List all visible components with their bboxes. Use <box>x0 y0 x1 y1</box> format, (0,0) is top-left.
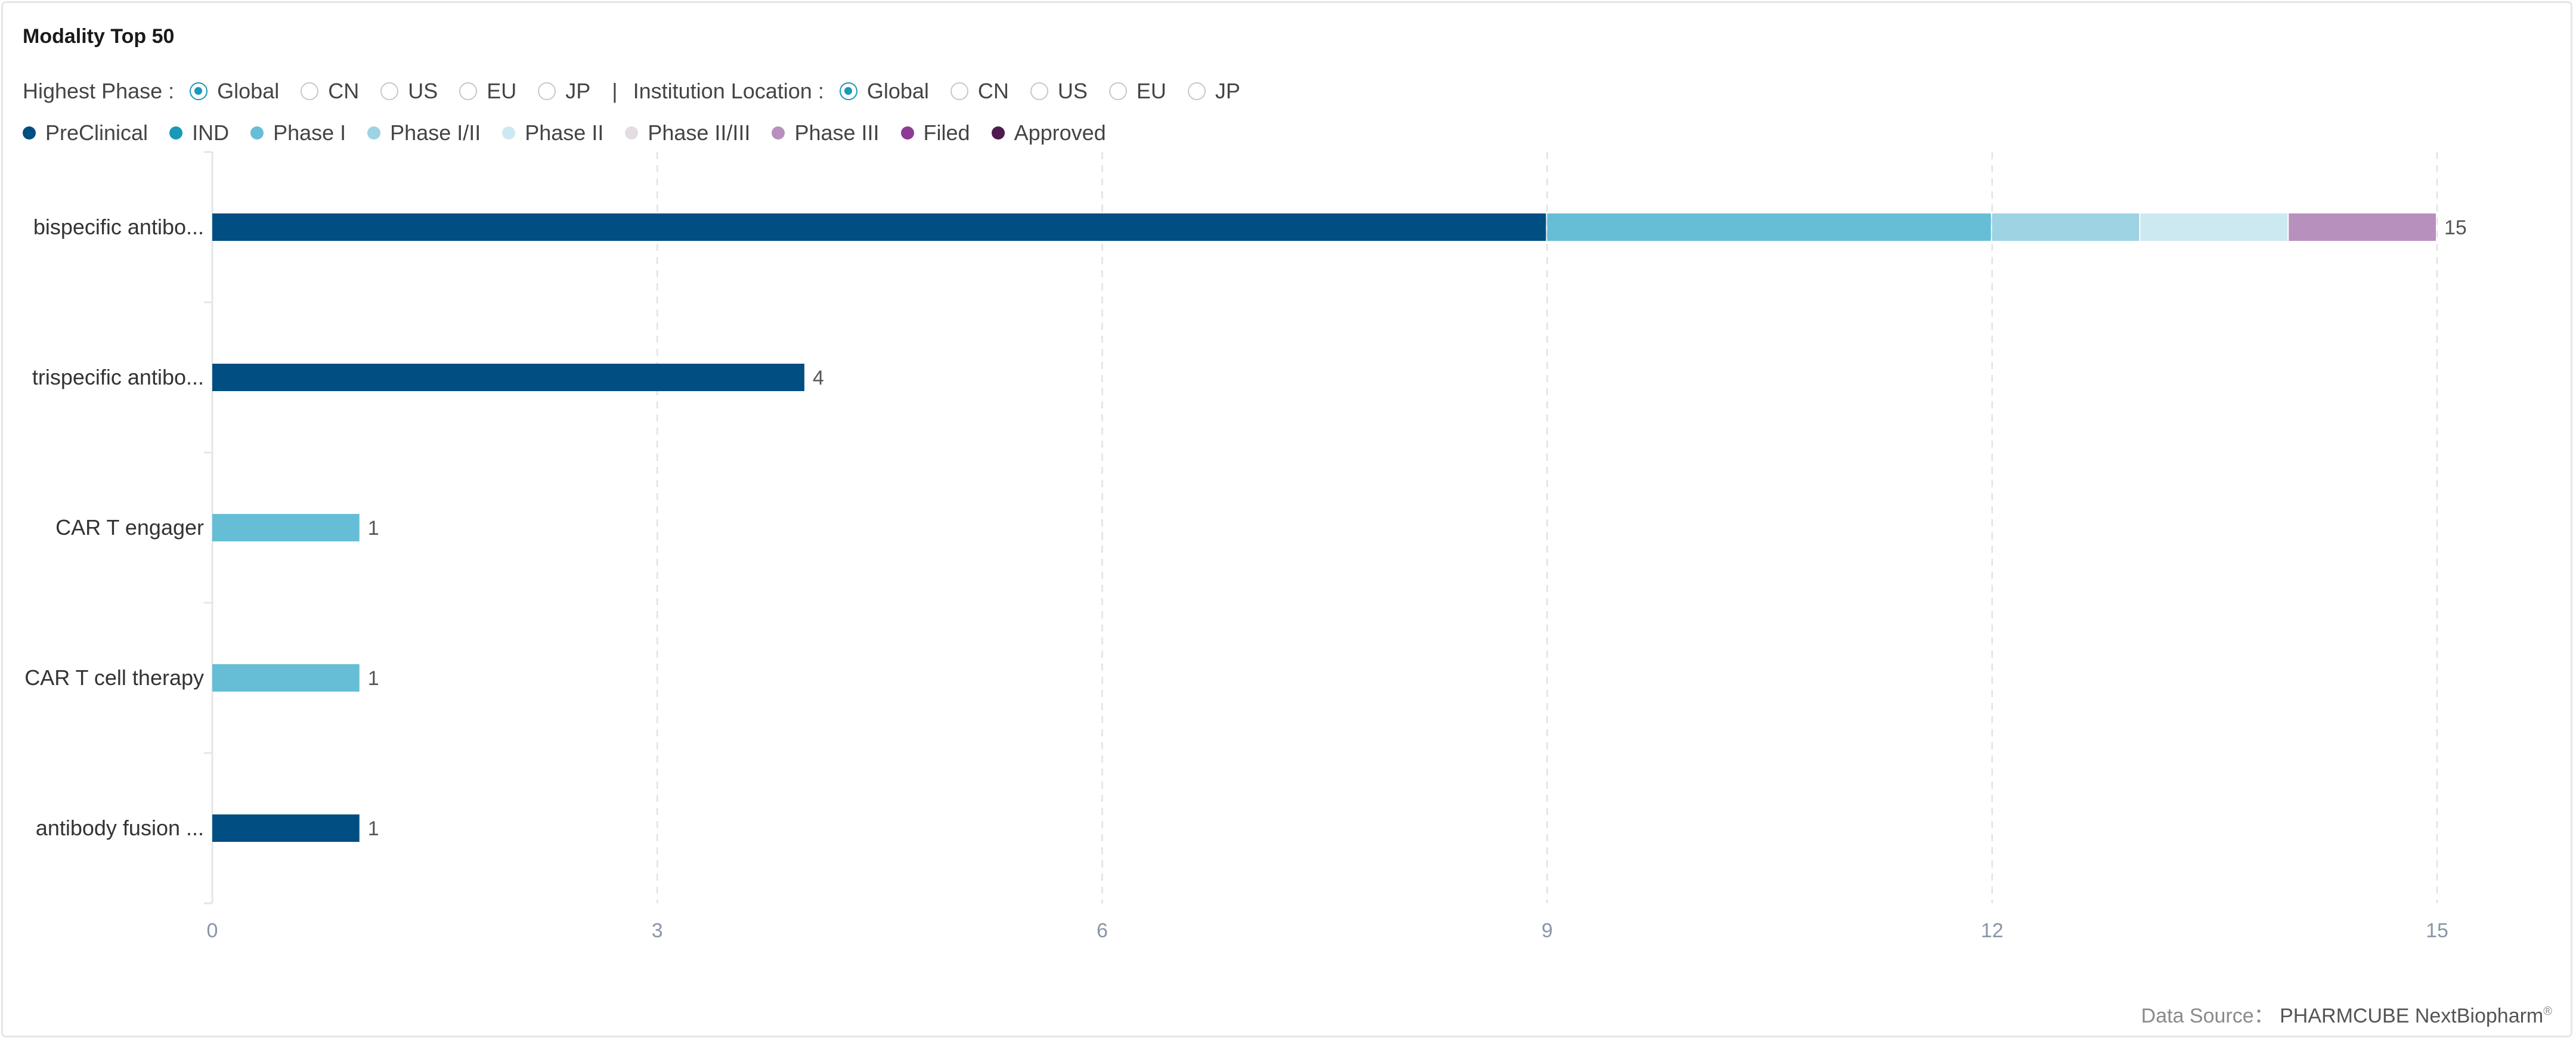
radio-icon[interactable] <box>459 82 478 100</box>
bar-segment-phase-iii <box>2289 213 2436 241</box>
legend-label: Approved <box>1014 120 1106 145</box>
legend-dot-icon <box>625 126 639 140</box>
category-label: bispecific antibo... <box>33 215 204 239</box>
legend-item-phase-ii-iii[interactable]: Phase II/III <box>625 120 750 145</box>
x-tick-label: 0 <box>207 919 218 942</box>
legend-dot-icon <box>991 126 1005 140</box>
legend-label: IND <box>192 120 230 145</box>
legend-label: Phase II <box>525 120 604 145</box>
legend-dot-icon <box>23 126 36 140</box>
radio-icon[interactable] <box>839 82 857 100</box>
bar-segment-phase-ii <box>2140 213 2288 241</box>
highest-phase-option-global[interactable]: Global <box>190 79 279 104</box>
highest-phase-option-label: US <box>408 79 438 103</box>
legend-label: Phase III <box>794 120 880 145</box>
category-label: CAR T engager <box>55 515 204 540</box>
x-tick-label: 3 <box>652 919 663 942</box>
highest-phase-options: Global CN US EU JP <box>190 79 612 104</box>
bar-total-label: 1 <box>368 667 379 690</box>
legend-label: Filed <box>923 120 970 145</box>
category-label: antibody fusion ... <box>36 816 204 840</box>
radio-icon[interactable] <box>538 82 556 100</box>
institution-location-label: Institution Location : <box>633 79 824 103</box>
radio-icon[interactable] <box>1030 82 1048 100</box>
highest-phase-option-label: Global <box>217 79 280 103</box>
institution-location-option-label: Global <box>866 79 929 103</box>
x-tick-label: 15 <box>2426 919 2448 942</box>
institution-location-option-cn[interactable]: CN <box>950 79 1009 104</box>
bar-segment-phase-i <box>212 514 360 541</box>
bar-segment-preclinical <box>212 213 1546 241</box>
x-tick-label: 6 <box>1097 919 1108 942</box>
bar-segment-phase-i <box>1547 213 1991 241</box>
x-tick-label: 12 <box>1981 919 2004 942</box>
institution-location-option-label: JP <box>1215 79 1240 103</box>
highest-phase-option-jp[interactable]: JP <box>538 79 590 104</box>
legend-item-phase-i-ii[interactable]: Phase I/II <box>367 120 481 145</box>
category-label: CAR T cell therapy <box>24 665 204 690</box>
highest-phase-option-cn[interactable]: CN <box>301 79 359 104</box>
legend-item-approved[interactable]: Approved <box>991 120 1106 145</box>
bar-total-label: 15 <box>2444 216 2467 239</box>
highest-phase-option-label: CN <box>328 79 360 103</box>
bar-segment-phase-i <box>212 664 360 692</box>
highest-phase-option-label: EU <box>487 79 517 103</box>
category-label: trispecific antibo... <box>32 365 204 389</box>
legend-dot-icon <box>502 126 516 140</box>
bar-total-label: 1 <box>368 517 379 540</box>
filter-bar: Highest Phase : Global CN US EU JP | Institu… <box>23 76 1262 106</box>
legend-dot-icon <box>900 126 914 140</box>
legend-item-preclinical[interactable]: PreClinical <box>23 120 148 145</box>
highest-phase-option-eu[interactable]: EU <box>459 79 516 104</box>
legend-label: Phase I/II <box>390 120 481 145</box>
highest-phase-option-us[interactable]: US <box>380 79 438 104</box>
legend-dot-icon <box>367 126 381 140</box>
legend-label: Phase I <box>273 120 346 145</box>
institution-location-option-eu[interactable]: EU <box>1109 79 1166 104</box>
chart-legend: PreClinical IND Phase I Phase I/II Phase II P… <box>23 118 1128 148</box>
legend-item-filed[interactable]: Filed <box>900 120 970 145</box>
institution-location-option-global[interactable]: Global <box>839 79 929 104</box>
institution-location-option-label: CN <box>977 79 1009 103</box>
bar-total-label: 4 <box>813 367 824 389</box>
legend-dot-icon <box>250 126 264 140</box>
legend-dot-icon <box>772 126 785 140</box>
radio-icon[interactable] <box>380 82 399 100</box>
legend-label: Phase II/III <box>648 120 751 145</box>
radio-icon[interactable] <box>1187 82 1206 100</box>
bar-segment-preclinical <box>212 364 804 391</box>
bar-total-label: 1 <box>368 817 379 840</box>
legend-dot-icon <box>169 126 183 140</box>
filter-separator: | <box>612 79 618 103</box>
legend-label: PreClinical <box>45 120 148 145</box>
bar-segment-phase-i-ii <box>1992 213 2140 241</box>
institution-location-option-label: EU <box>1136 79 1166 103</box>
highest-phase-label: Highest Phase : <box>23 79 175 103</box>
data-source-label: Data Source： <box>2141 1005 2274 1027</box>
highest-phase-option-label: JP <box>565 79 591 103</box>
institution-location-option-us[interactable]: US <box>1030 79 1088 104</box>
radio-icon[interactable] <box>1109 82 1127 100</box>
institution-location-option-jp[interactable]: JP <box>1187 79 1240 104</box>
data-source: Data Source： PHARMCUBE NextBiopharm® <box>2141 999 2552 1028</box>
legend-item-phase-i[interactable]: Phase I <box>250 120 346 145</box>
institution-location-options: Global CN US EU JP <box>839 79 1262 104</box>
radio-icon[interactable] <box>950 82 968 100</box>
x-tick-label: 9 <box>1541 919 1553 942</box>
institution-location-option-label: US <box>1057 79 1088 103</box>
legend-item-phase-ii[interactable]: Phase II <box>502 120 603 145</box>
data-source-name: PHARMCUBE NextBiopharm <box>2280 1005 2544 1027</box>
bar-segment-preclinical <box>212 814 360 842</box>
radio-icon[interactable] <box>190 82 208 100</box>
chart-title: Modality Top 50 <box>23 25 175 48</box>
registered-mark: ® <box>2543 1005 2552 1018</box>
radio-icon[interactable] <box>301 82 319 100</box>
legend-item-phase-iii[interactable]: Phase III <box>772 120 880 145</box>
legend-item-ind[interactable]: IND <box>169 120 229 145</box>
